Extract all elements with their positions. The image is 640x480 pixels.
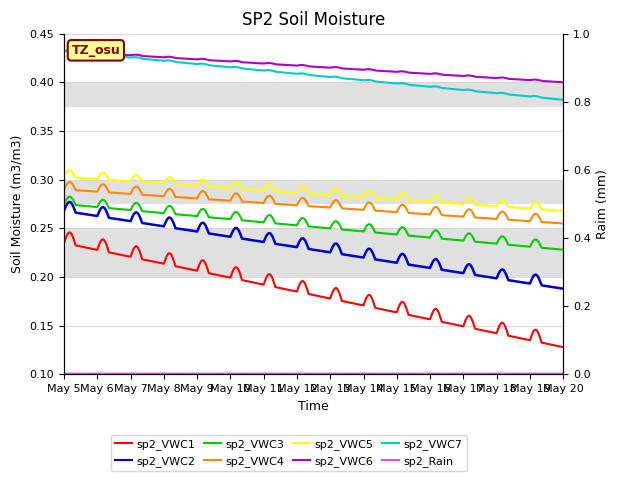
Bar — [64, 228, 563, 277]
X-axis label: Time: Time — [298, 400, 329, 413]
Y-axis label: Soil Moisture (m3/m3): Soil Moisture (m3/m3) — [11, 135, 24, 273]
Title: SP2 Soil Moisture: SP2 Soil Moisture — [242, 11, 385, 29]
Legend: sp2_VWC1, sp2_VWC2, sp2_VWC3, sp2_VWC4, sp2_VWC5, sp2_VWC6, sp2_VWC7, sp2_Rain: sp2_VWC1, sp2_VWC2, sp2_VWC3, sp2_VWC4, … — [111, 435, 467, 471]
Bar — [64, 82, 563, 107]
Text: TZ_osu: TZ_osu — [72, 44, 120, 57]
Bar — [64, 180, 563, 204]
Y-axis label: Raim (mm): Raim (mm) — [596, 169, 609, 239]
